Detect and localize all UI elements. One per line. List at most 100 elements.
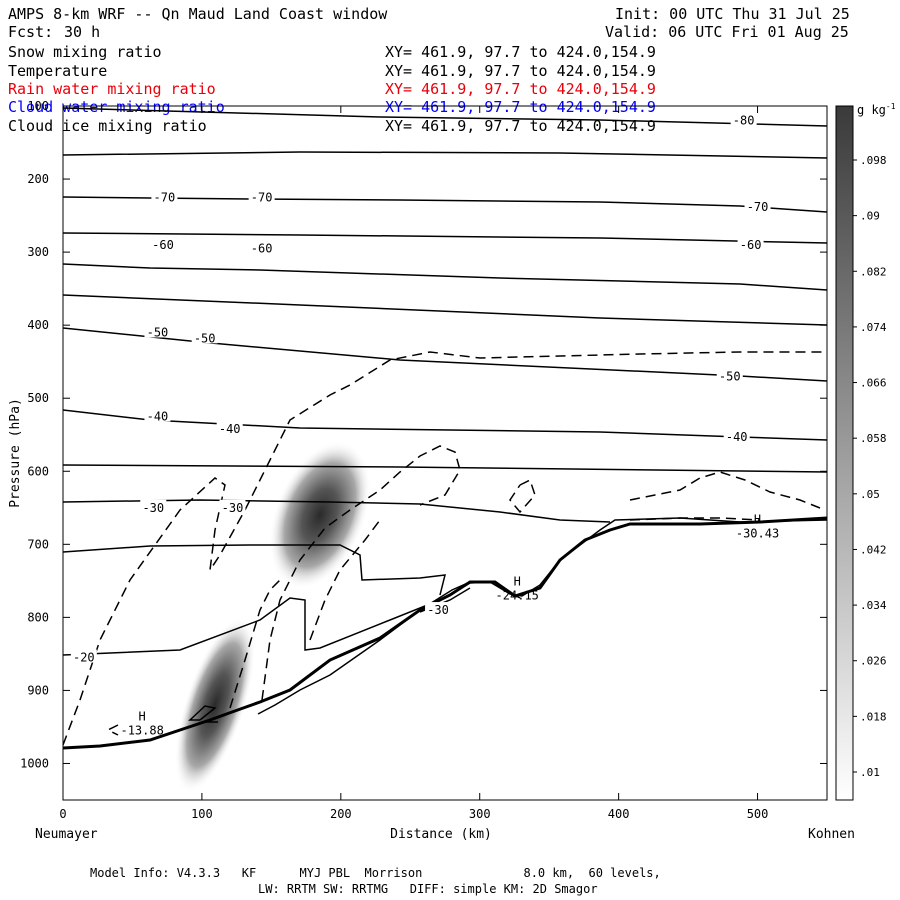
contour-label-bg bbox=[730, 112, 757, 126]
model-info-line1: Model Info: V4.3.3 KF MYJ PBL Morrison 8… bbox=[90, 866, 661, 880]
contour-label: -50 bbox=[147, 325, 169, 339]
snow-shading bbox=[174, 440, 371, 793]
valid-time: Valid: 06 UTC Fri 01 Aug 25 bbox=[605, 23, 849, 41]
contour-label: -20 bbox=[73, 651, 95, 665]
contour-label-bg bbox=[191, 330, 218, 344]
contour-label: -70 bbox=[747, 200, 769, 214]
isotherm-line bbox=[63, 151, 827, 159]
contour-label-bg bbox=[219, 499, 246, 513]
contour-label: -50 bbox=[194, 331, 216, 345]
colorbar-tick-label: .098 bbox=[860, 154, 887, 167]
contour-label: -80 bbox=[733, 114, 755, 128]
contour-label: -40 bbox=[726, 430, 748, 444]
high-value: -30.43 bbox=[736, 526, 779, 540]
contour-label: -60 bbox=[740, 238, 762, 252]
field-name-temperature: Temperature bbox=[8, 62, 108, 80]
colorbar-unit: g kg-1 bbox=[857, 102, 896, 117]
contour-label-bg bbox=[248, 189, 275, 203]
isotherm-line bbox=[63, 263, 827, 291]
mixing-ratio-line bbox=[63, 351, 827, 746]
field-name-cloud-ice: Cloud ice mixing ratio bbox=[8, 117, 207, 135]
contour-label-bg bbox=[723, 428, 750, 442]
temperature-contours bbox=[63, 107, 827, 750]
colorbar-ticks: .01 .018 .026 .034 .042 .05 .058 .066 .074 .082 .0… bbox=[853, 154, 887, 779]
x-tick-label: 0 bbox=[59, 807, 66, 821]
contour-label-bg bbox=[70, 649, 97, 663]
mixing-ratio-line bbox=[106, 724, 119, 736]
contour-label-bg bbox=[140, 499, 167, 513]
isotherm-line bbox=[63, 107, 827, 127]
y-axis-ticks: 1000 900 800 700 600 500 400 300 200 100 bbox=[20, 99, 827, 770]
colorbar-tick-label: .066 bbox=[860, 377, 887, 390]
y-tick-label: 200 bbox=[27, 172, 49, 186]
contour-label: -60 bbox=[152, 238, 174, 252]
y-tick-label: 700 bbox=[27, 537, 49, 551]
snow-max-upper bbox=[269, 440, 371, 590]
mixing-ratio-line bbox=[261, 445, 461, 701]
contour-label: -40 bbox=[147, 409, 169, 423]
field-xy-cloud-water: XY= 461.9, 97.7 to 424.0,154.9 bbox=[385, 98, 656, 116]
forecast-label: Fcst: bbox=[8, 23, 54, 41]
contour-label: -60 bbox=[251, 241, 273, 255]
forecast-value: 30 h bbox=[64, 23, 101, 41]
contour-label: -30 bbox=[427, 603, 449, 617]
field-xy-snow: XY= 461.9, 97.7 to 424.0,154.9 bbox=[385, 43, 656, 61]
surface-line bbox=[63, 516, 827, 750]
left-station-label: Neumayer bbox=[35, 827, 98, 842]
colorbar-tick-label: .05 bbox=[860, 488, 880, 501]
colorbar bbox=[835, 105, 854, 801]
field-name-snow: Snow mixing ratio bbox=[8, 43, 162, 61]
isotherm-line bbox=[63, 544, 446, 596]
contour-label: -30 bbox=[142, 501, 164, 515]
mixing-ratio-line bbox=[509, 478, 536, 514]
plot-frame bbox=[62, 105, 828, 801]
high-marker: H bbox=[754, 512, 761, 526]
contour-label: -40 bbox=[219, 422, 241, 436]
model-info-line2: LW: RRTM SW: RRTMG DIFF: simple KM: 2D S… bbox=[258, 882, 598, 896]
x-tick-label: 300 bbox=[469, 807, 491, 821]
contour-label: -70 bbox=[154, 190, 176, 204]
isotherm-line bbox=[63, 232, 827, 244]
isotherm-line bbox=[63, 196, 827, 213]
colorbar-tick-label: .09 bbox=[860, 210, 880, 223]
contour-label-bg bbox=[425, 602, 452, 616]
contour-labels: -80 -70 -70 -70 -60 -60 -60 -50 -50 -50 -40 -40 -40 -… bbox=[70, 112, 771, 665]
right-station-label: Kohnen bbox=[808, 827, 855, 842]
contour-label-bg bbox=[248, 240, 275, 254]
x-tick-label: 400 bbox=[608, 807, 630, 821]
x-tick-label: 200 bbox=[330, 807, 352, 821]
contour-label-bg bbox=[151, 189, 178, 203]
contour-label: -30 bbox=[222, 501, 244, 515]
contour-label-bg bbox=[216, 420, 243, 434]
field-name-rain: Rain water mixing ratio bbox=[8, 80, 216, 98]
x-tick-label: 500 bbox=[747, 807, 769, 821]
colorbar-tick-label: .082 bbox=[860, 265, 887, 278]
field-name-cloud-water: Cloud water mixing ratio bbox=[8, 98, 225, 116]
y-tick-label: 900 bbox=[27, 683, 49, 697]
isotherm-line bbox=[63, 464, 827, 473]
contour-label: -50 bbox=[719, 369, 741, 383]
y-tick-label: 100 bbox=[27, 99, 49, 113]
contour-label-bg bbox=[744, 198, 771, 212]
contour-label-bg bbox=[144, 408, 171, 422]
contour-label-bg bbox=[716, 368, 743, 382]
init-time: Init: 00 UTC Thu 31 Jul 25 bbox=[615, 5, 850, 23]
y-tick-label: 500 bbox=[27, 391, 49, 405]
high-markers: H-13.88H-24.15H-30.43 bbox=[120, 512, 779, 737]
contour-label: -70 bbox=[251, 190, 273, 204]
high-value: -24.15 bbox=[496, 588, 539, 602]
colorbar-tick-label: .026 bbox=[860, 655, 887, 668]
x-tick-label: 100 bbox=[191, 807, 213, 821]
mixing-ratio-line bbox=[229, 579, 281, 709]
field-xy-temperature: XY= 461.9, 97.7 to 424.0,154.9 bbox=[385, 62, 656, 80]
colorbar-tick-label: .058 bbox=[860, 432, 887, 445]
colorbar-tick-label: .042 bbox=[860, 543, 887, 556]
snow-max-lower bbox=[174, 617, 256, 793]
field-xy-cloud-ice: XY= 461.9, 97.7 to 424.0,154.9 bbox=[385, 117, 656, 135]
x-axis-ticks: 0 100 200 300 400 500 bbox=[59, 106, 768, 821]
contour-label-bg bbox=[737, 236, 764, 250]
mixing-ratio-line bbox=[629, 471, 821, 509]
colorbar-tick-label: .01 bbox=[860, 766, 880, 779]
y-tick-label: 400 bbox=[27, 318, 49, 332]
